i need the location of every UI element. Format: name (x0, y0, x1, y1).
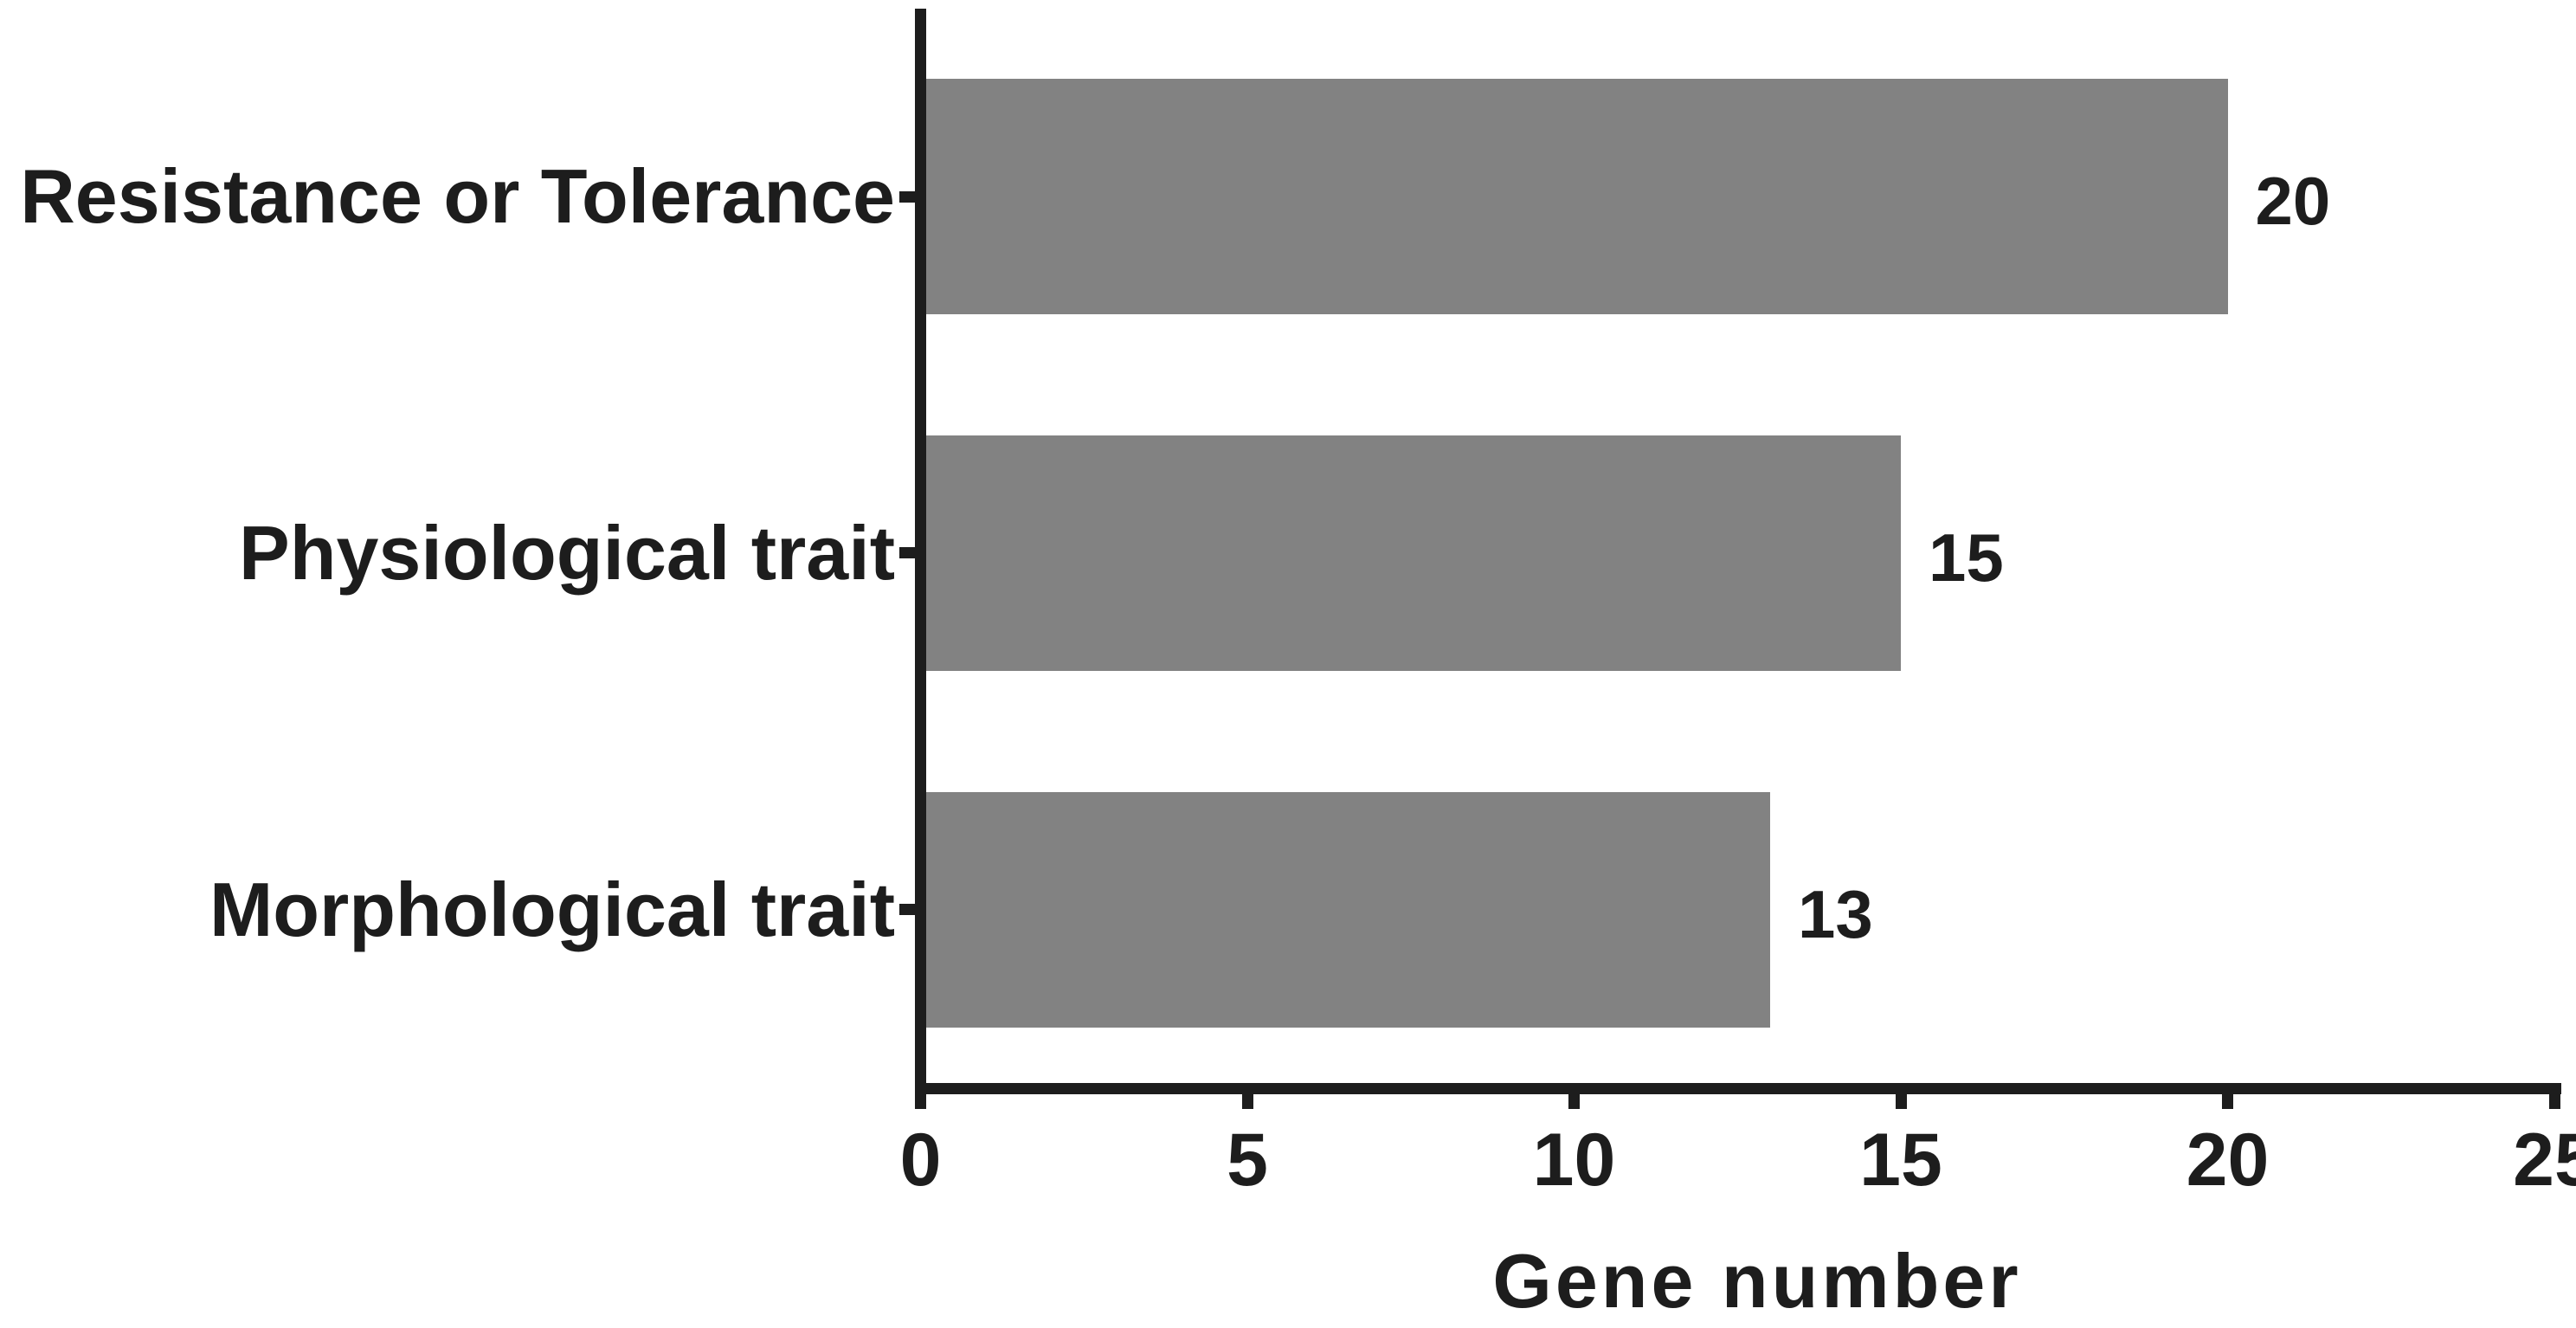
category-tick-mark (899, 904, 916, 915)
x-tick-mark (1895, 1094, 1907, 1109)
bar-value-label: 20 (2255, 163, 2331, 239)
x-tick-label: 10 (1532, 1118, 1616, 1202)
category-label: Physiological trait (239, 509, 895, 596)
bar-value-label: 15 (1929, 519, 2004, 596)
bar (926, 79, 2228, 314)
x-tick-label: 5 (1227, 1118, 1268, 1202)
y-axis-line (915, 9, 926, 1094)
category-tick-mark (899, 190, 916, 203)
x-tick-mark (1241, 1094, 1253, 1109)
category-label: Resistance or Tolerance (20, 153, 895, 239)
x-axis-line (915, 1083, 2561, 1094)
x-tick-mark (2222, 1094, 2233, 1109)
x-tick-label: 20 (2186, 1118, 2270, 1202)
bar-value-label: 13 (1798, 875, 1873, 952)
x-tick-label: 25 (2513, 1118, 2576, 1202)
category-tick-mark (899, 547, 916, 559)
x-tick-label: 15 (1859, 1118, 1942, 1202)
x-tick-label: 0 (899, 1118, 942, 1202)
x-axis-title: Gene number (1492, 1238, 2022, 1324)
x-tick-mark (915, 1094, 926, 1109)
category-label: Morphological trait (209, 866, 895, 952)
bar (926, 435, 1901, 671)
x-tick-mark (2548, 1094, 2560, 1109)
x-tick-mark (1568, 1094, 1580, 1109)
bar (926, 791, 1770, 1028)
